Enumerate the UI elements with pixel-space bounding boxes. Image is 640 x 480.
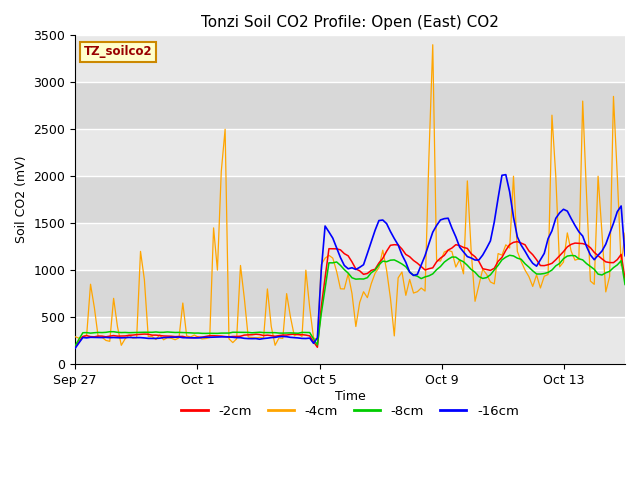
Y-axis label: Soil CO2 (mV): Soil CO2 (mV) bbox=[15, 156, 28, 243]
Title: Tonzi Soil CO2 Profile: Open (East) CO2: Tonzi Soil CO2 Profile: Open (East) CO2 bbox=[201, 15, 499, 30]
Bar bbox=[75, 36, 625, 82]
X-axis label: Time: Time bbox=[335, 390, 365, 403]
Bar bbox=[75, 223, 625, 270]
Bar bbox=[75, 176, 625, 223]
Text: TZ_soilco2: TZ_soilco2 bbox=[83, 45, 152, 58]
Bar bbox=[75, 82, 625, 129]
Bar bbox=[75, 317, 625, 364]
Legend: -2cm, -4cm, -8cm, -16cm: -2cm, -4cm, -8cm, -16cm bbox=[176, 400, 524, 423]
Bar bbox=[75, 129, 625, 176]
Bar bbox=[75, 270, 625, 317]
